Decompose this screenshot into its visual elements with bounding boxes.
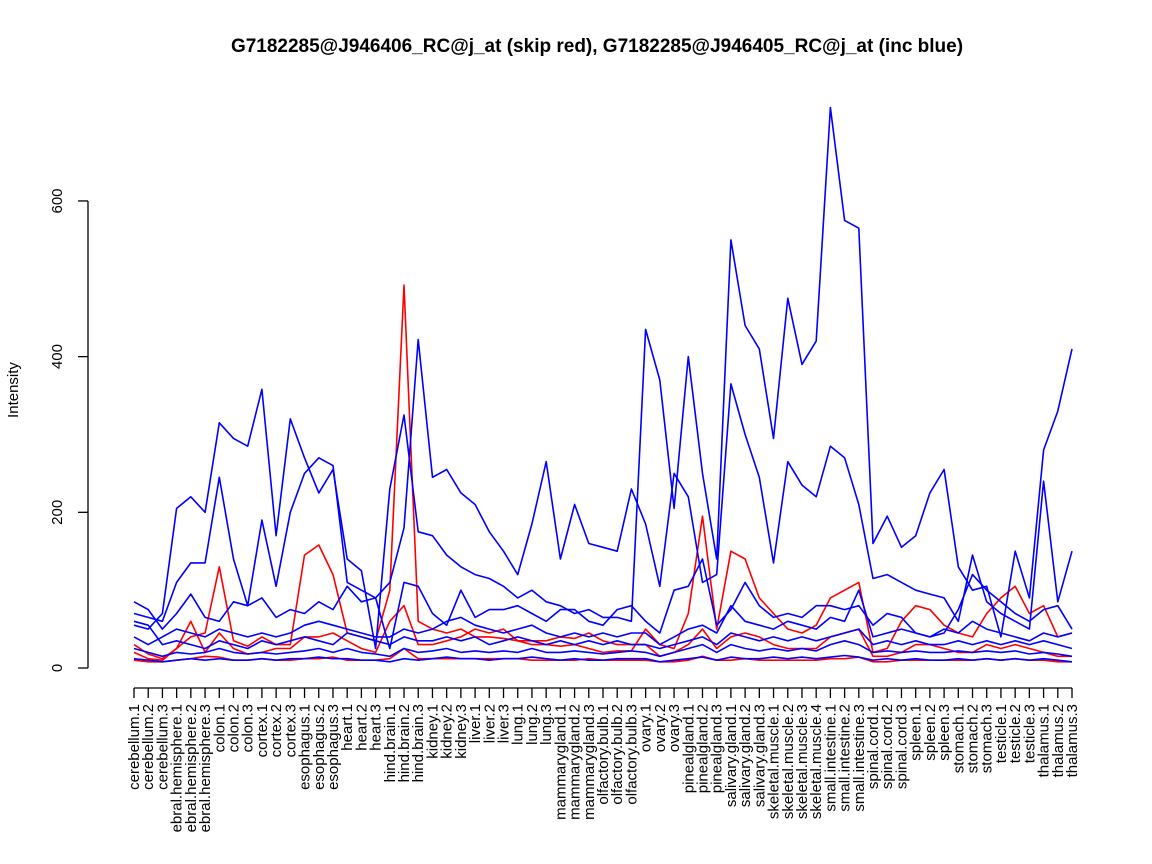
x-tick-label: lung.2 [524, 704, 541, 745]
x-tick-label: ovary.1 [638, 704, 655, 752]
x-tick-label: hind.brain.1 [382, 704, 399, 782]
x-tick-label: salivary.gland.2 [737, 704, 754, 807]
x-tick-label: liver.1 [467, 704, 484, 743]
x-tick-label: olfactory.bulb.3 [623, 704, 640, 805]
x-tick-label: ebral.hemisphere.3 [197, 704, 214, 832]
x-tick-label: kidney.3 [453, 704, 470, 759]
x-tick-label: lung.3 [538, 704, 555, 745]
x-tick-label: esophagus.1 [297, 704, 314, 790]
x-tick-label: cerebellum.1 [126, 704, 143, 790]
series-line-inc-8 [133, 620, 1073, 650]
x-tick-label: esophagus.3 [325, 704, 342, 790]
x-tick-label: skeletal.muscle.3 [794, 704, 811, 819]
x-tick-label: esophagus.2 [311, 704, 328, 790]
plot-area [133, 106, 1073, 663]
x-tick-label: mammarygland.3 [581, 704, 598, 820]
y-tick-label: 0 [49, 664, 66, 672]
x-tick-label: small.intestine.3 [851, 704, 868, 812]
y-axis: 0 200 400 600 [49, 188, 89, 672]
x-tick-label: stomach.1 [950, 704, 967, 773]
x-tick-label: thalamus.2 [1050, 704, 1067, 777]
chart-title: G7182285@J946406_RC@j_at (skip red), G71… [231, 36, 963, 57]
series-line-skip-1 [133, 284, 1073, 660]
x-tick-label: thalamus.1 [1036, 704, 1053, 777]
x-tick-label: spleen.2 [922, 704, 939, 761]
x-tick-label: hind.brain.3 [410, 704, 427, 782]
x-tick-label: spleen.3 [936, 704, 953, 761]
series-line-inc-4 [133, 106, 1073, 650]
x-tick-label: kidney.1 [425, 704, 442, 759]
x-tick-label: pinealgland.1 [680, 704, 697, 793]
x-tick-label: spinal.cord.2 [879, 704, 896, 789]
x-tick-label: mammarygland.2 [567, 704, 584, 820]
series-line-inc-5 [133, 338, 1073, 630]
series-line-inc-9 [133, 639, 1073, 658]
x-tick-label: heart.3 [368, 704, 385, 751]
series-line-inc-6 [133, 558, 1073, 650]
x-tick-label: testicle.2 [1007, 704, 1024, 763]
x-tick-label: olfactory.bulb.1 [595, 704, 612, 805]
series-line-inc-10 [133, 654, 1073, 663]
x-tick-label: pinealgland.3 [709, 704, 726, 793]
x-tick-label: stomach.2 [965, 704, 982, 773]
x-tick-label: salivary.gland.3 [751, 704, 768, 807]
y-tick-label: 200 [49, 500, 66, 525]
x-tick-label: colon.2 [226, 704, 243, 752]
x-tick-label: ovary.2 [652, 704, 669, 752]
y-tick-label: 600 [49, 188, 66, 213]
x-tick-label: cerebellum.2 [140, 704, 157, 790]
x-tick-label: spinal.cord.1 [865, 704, 882, 789]
x-tick-label: colon.1 [211, 704, 228, 752]
x-tick-label: small.intestine.1 [822, 704, 839, 812]
x-tick-label: small.intestine.2 [837, 704, 854, 812]
x-tick-label: salivary.gland.1 [723, 704, 740, 807]
x-tick-label: heart.1 [339, 704, 356, 751]
x-tick-label: lung.1 [510, 704, 527, 745]
x-tick-label: mammarygland.1 [552, 704, 569, 820]
x-tick-label: cortex.1 [254, 704, 271, 757]
x-tick-label: colon.3 [240, 704, 257, 752]
x-tick-label: cortex.2 [268, 704, 285, 757]
x-tick-label: spleen.1 [908, 704, 925, 761]
x-tick-label: skeletal.muscle.1 [766, 704, 783, 819]
x-tick-label: pinealgland.2 [695, 704, 712, 793]
x-tick-label: skeletal.muscle.2 [780, 704, 797, 819]
y-tick-label: 400 [49, 344, 66, 369]
x-tick-label: testicle.1 [993, 704, 1010, 763]
x-tick-label: cerebellum.3 [154, 704, 171, 790]
x-tick-label: heart.2 [353, 704, 370, 751]
x-tick-label: liver.2 [481, 704, 498, 743]
x-tick-label: ebral.hemisphere.2 [183, 704, 200, 832]
x-tick-label: liver.3 [496, 704, 513, 743]
series-line-inc-7 [133, 589, 1073, 646]
x-tick-label: spinal.cord.3 [894, 704, 911, 789]
x-tick-label: hind.brain.2 [396, 704, 413, 782]
x-tick-label: cortex.3 [282, 704, 299, 757]
y-axis-label: Intensity [5, 362, 22, 418]
x-tick-label: thalamus.3 [1064, 704, 1081, 777]
x-tick-label: testicle.3 [1021, 704, 1038, 763]
x-tick-label: olfactory.bulb.2 [609, 704, 626, 805]
x-tick-label: ebral.hemisphere.1 [169, 704, 186, 832]
x-tick-label: ovary.3 [666, 704, 683, 752]
x-tick-label: kidney.2 [439, 704, 456, 759]
x-axis: cerebellum.1cerebellum.2cerebellum.3ebra… [126, 687, 1081, 832]
x-tick-label: skeletal.muscle.4 [808, 704, 825, 819]
x-tick-label: stomach.3 [979, 704, 996, 773]
series-line-skip-2 [133, 604, 1072, 662]
